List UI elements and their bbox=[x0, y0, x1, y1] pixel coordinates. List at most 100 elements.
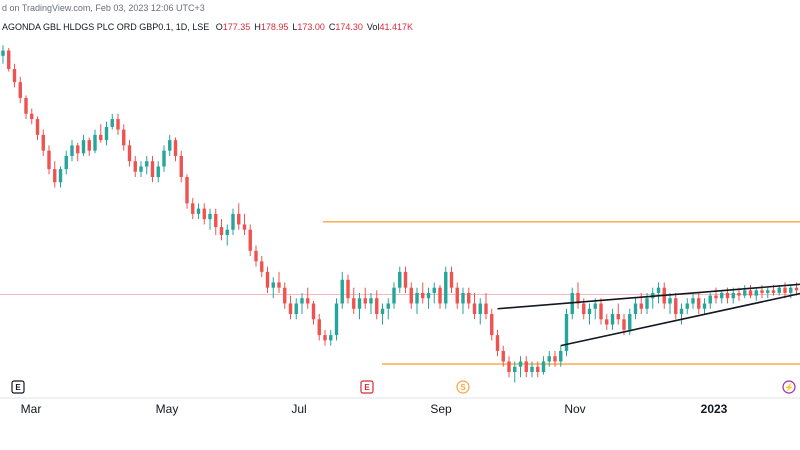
candle-body bbox=[375, 298, 379, 315]
candle-body bbox=[725, 292, 730, 299]
candle-body bbox=[610, 314, 615, 325]
chart-header: d on TradingView.com, Feb 03, 2023 12:06… bbox=[0, 0, 800, 40]
candle bbox=[639, 292, 643, 315]
candle-body bbox=[202, 208, 206, 220]
candle-body bbox=[633, 303, 638, 315]
candle-body bbox=[219, 227, 224, 235]
candle-body bbox=[231, 213, 235, 230]
candle-body bbox=[18, 82, 22, 98]
candle bbox=[346, 274, 350, 304]
candle bbox=[507, 356, 511, 378]
candle-body bbox=[421, 292, 425, 299]
ohlc-value: 178.95 bbox=[260, 22, 289, 32]
candle-body bbox=[352, 298, 356, 309]
event-badge: E bbox=[360, 380, 374, 394]
candle-body bbox=[518, 361, 523, 367]
candle bbox=[110, 113, 114, 130]
candle-body bbox=[656, 287, 661, 293]
candle-body bbox=[47, 150, 51, 170]
candle-body bbox=[743, 290, 747, 296]
candle-body bbox=[110, 119, 114, 127]
candle bbox=[242, 213, 247, 235]
candle bbox=[168, 134, 172, 156]
candle-body bbox=[582, 303, 586, 315]
event-badge-glyph: E bbox=[364, 383, 370, 392]
candle bbox=[260, 256, 264, 278]
event-badge: S bbox=[456, 380, 470, 394]
candle bbox=[743, 285, 747, 299]
candle bbox=[501, 345, 505, 367]
candle bbox=[12, 63, 17, 88]
candle-body bbox=[507, 361, 511, 372]
candle bbox=[76, 142, 80, 162]
candle-body bbox=[783, 287, 787, 293]
candle-body bbox=[668, 298, 672, 304]
candle-body bbox=[329, 335, 333, 341]
candle-body bbox=[104, 126, 109, 141]
candle-body bbox=[277, 282, 281, 288]
candle bbox=[777, 285, 781, 296]
candle-body bbox=[697, 298, 701, 309]
ohlc-value: 177.35 bbox=[222, 22, 251, 32]
event-badge: ⚡ bbox=[782, 380, 796, 394]
candle-body bbox=[346, 279, 350, 299]
candle-body bbox=[432, 287, 436, 293]
candle-body bbox=[317, 319, 321, 336]
candle bbox=[748, 285, 753, 299]
x-tick-label: Sep bbox=[430, 402, 452, 416]
candle bbox=[35, 116, 40, 141]
candle bbox=[599, 298, 603, 325]
event-badge-glyph: ⚡ bbox=[784, 382, 794, 392]
candle-body bbox=[357, 298, 362, 309]
candle-body bbox=[288, 303, 293, 315]
candle bbox=[265, 266, 270, 293]
candle bbox=[403, 266, 408, 293]
publish-info: d on TradingView.com, Feb 03, 2023 12:06… bbox=[2, 3, 205, 13]
candle bbox=[426, 287, 431, 309]
event-badge: E bbox=[11, 380, 25, 394]
candle bbox=[766, 287, 770, 299]
candle-body bbox=[472, 303, 477, 315]
candle-body bbox=[306, 298, 310, 304]
candle-body bbox=[41, 134, 45, 151]
candle bbox=[593, 298, 597, 320]
candle bbox=[478, 298, 482, 325]
event-badges: E E S ⚡ bbox=[11, 380, 796, 394]
candle-body bbox=[674, 298, 678, 315]
candle bbox=[162, 145, 166, 172]
candle bbox=[179, 150, 183, 183]
candle bbox=[536, 361, 540, 378]
trendline bbox=[560, 292, 800, 347]
candle bbox=[668, 292, 672, 315]
candle-body bbox=[7, 50, 11, 69]
candle-body bbox=[587, 308, 592, 315]
candle-body bbox=[145, 161, 149, 167]
candle-body bbox=[70, 145, 74, 156]
time-axis: Mar May Jul Sep Nov 2023 bbox=[21, 402, 728, 416]
ohlc-label: H bbox=[254, 22, 261, 32]
candle bbox=[1, 45, 5, 64]
candle bbox=[674, 292, 678, 320]
candle bbox=[7, 47, 11, 72]
candle bbox=[150, 155, 155, 183]
candle bbox=[559, 345, 563, 367]
candle-body bbox=[99, 134, 103, 141]
candle-body bbox=[58, 169, 63, 183]
candle bbox=[41, 129, 45, 156]
candle bbox=[133, 155, 137, 178]
candle bbox=[691, 292, 695, 309]
candle-body bbox=[380, 308, 385, 315]
candle bbox=[438, 285, 442, 309]
candle bbox=[386, 298, 390, 320]
candle-body bbox=[702, 303, 707, 309]
candle-body bbox=[150, 161, 155, 178]
candle bbox=[185, 174, 189, 209]
candle-body bbox=[409, 287, 413, 304]
candle bbox=[380, 303, 385, 325]
candle-body bbox=[254, 250, 258, 262]
candle bbox=[513, 361, 517, 383]
candle-body bbox=[122, 129, 126, 146]
ohlc-values: O177.35 H178.95 L173.00 C174.30 Vol41.417K bbox=[212, 22, 413, 32]
candle-body bbox=[185, 177, 189, 204]
